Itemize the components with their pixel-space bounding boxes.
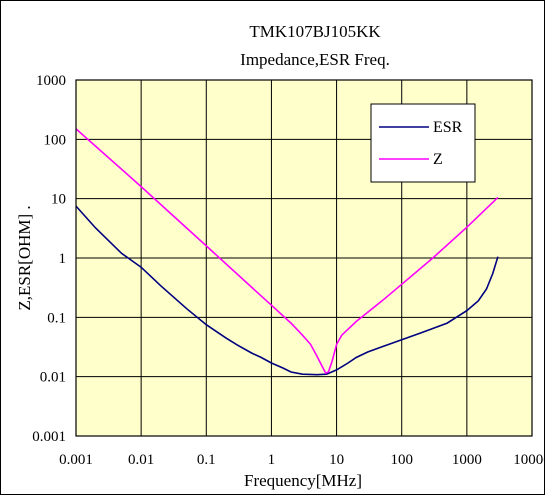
x-tick-label: 10 xyxy=(329,452,344,468)
plot-frame xyxy=(75,79,533,437)
x-tick-label: 1000 xyxy=(452,452,482,468)
series-layer xyxy=(75,128,499,376)
legend: ESR Z xyxy=(370,103,476,183)
chart-subtitle: Impedance,ESR Freq. xyxy=(240,50,390,69)
x-axis-label: Frequency[MHz] xyxy=(244,471,362,490)
x-tick-label: 0.001 xyxy=(59,452,93,468)
y-tick-label: 100 xyxy=(44,132,67,148)
series-line-z xyxy=(75,128,499,375)
x-tick-label: 1 xyxy=(268,452,276,468)
legend-label-z: Z xyxy=(433,151,443,168)
y-tick-layer: 0.001 0.01 0.1 1 10 100 1000 xyxy=(32,73,66,445)
y-tick-label: 0.01 xyxy=(40,370,66,386)
legend-box xyxy=(370,103,476,183)
x-tick-label: 0.01 xyxy=(128,452,154,468)
x-tick-label: 0.1 xyxy=(197,452,216,468)
y-axis-label: Z,ESR[OHM] . xyxy=(15,205,34,310)
legend-label-esr: ESR xyxy=(433,119,463,136)
y-tick-label: 1 xyxy=(59,251,67,267)
x-tick-label: 100 xyxy=(390,452,413,468)
y-tick-label: 0.1 xyxy=(47,310,66,326)
series-line-esr xyxy=(75,205,499,376)
y-tick-label: 1000 xyxy=(36,73,66,89)
y-tick-label: 10 xyxy=(51,192,66,208)
chart-title: TMK107BJ105KK xyxy=(249,22,381,41)
y-tick-label: 0.001 xyxy=(32,429,66,445)
